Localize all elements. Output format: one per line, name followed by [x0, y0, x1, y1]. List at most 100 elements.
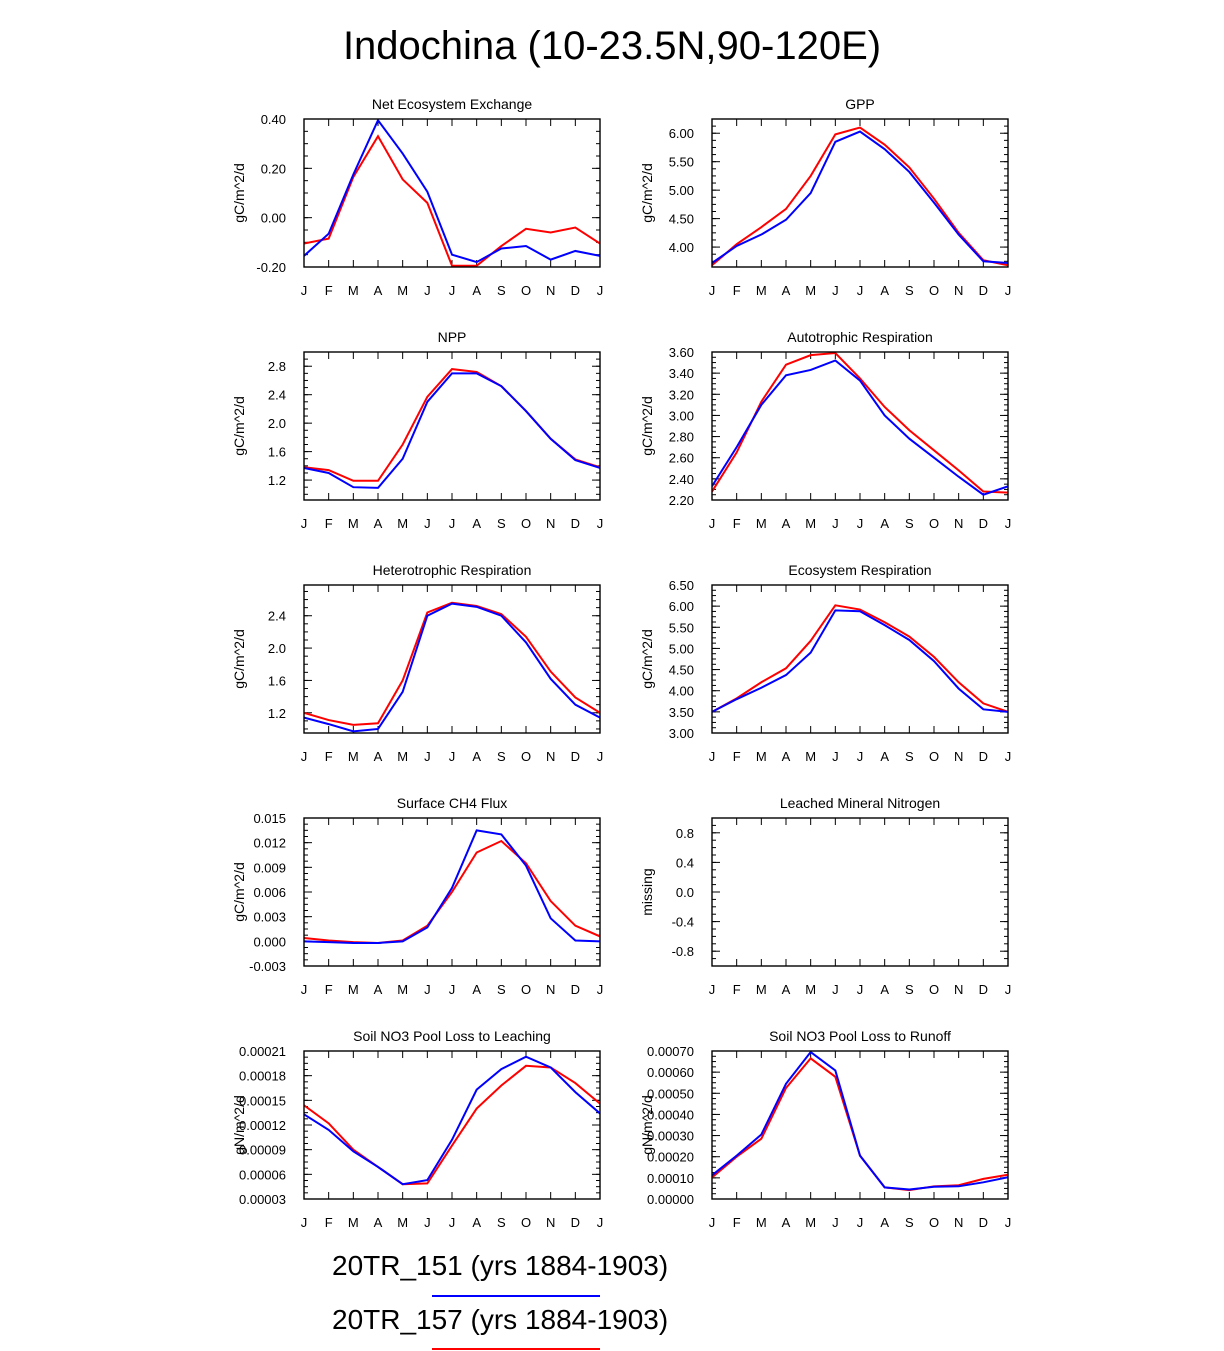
- y-tick-label: -0.8: [672, 944, 694, 959]
- x-tick-label: A: [880, 516, 889, 531]
- x-tick-label: D: [979, 1215, 988, 1230]
- x-tick-label: J: [832, 749, 839, 764]
- x-tick-label: D: [979, 516, 988, 531]
- y-tick-label: 4.00: [669, 240, 694, 255]
- chart-soil-no3-pool-loss-to-leaching: Soil NO3 Pool Loss to Leaching gN/m^2/d J F…: [231, 1028, 603, 1230]
- x-tick-label: J: [449, 516, 456, 531]
- x-tick-label: J: [301, 1215, 308, 1230]
- x-tick-label: D: [571, 283, 580, 298]
- x-tick-label: J: [301, 283, 308, 298]
- series-line-20tr-151-yrs-1884-1903: [304, 372, 600, 489]
- x-tick-label: D: [571, 1215, 580, 1230]
- x-tick-label: N: [546, 516, 555, 531]
- chart-title: Heterotrophic Respiration: [373, 562, 532, 578]
- x-tick-label: A: [472, 749, 481, 764]
- series-line-20tr-157-yrs-1884-1903: [304, 839, 600, 944]
- x-tick-label: M: [756, 1215, 767, 1230]
- x-tick-label: D: [979, 749, 988, 764]
- series-line-20tr-151-yrs-1884-1903: [712, 609, 1008, 713]
- x-tick-label: O: [521, 982, 531, 997]
- x-tick-label: J: [597, 982, 604, 997]
- y-tick-label: 0.009: [253, 860, 286, 875]
- y-tick-label: 0.00040: [647, 1107, 694, 1122]
- y-axis-label: gC/m^2/d: [231, 396, 247, 455]
- y-tick-label: 0.00006: [239, 1167, 286, 1182]
- y-tick-label: 0.003: [253, 910, 286, 925]
- x-tick-label: S: [497, 516, 506, 531]
- x-tick-label: J: [832, 283, 839, 298]
- y-tick-label: 2.4: [268, 609, 286, 624]
- x-tick-label: A: [472, 982, 481, 997]
- x-tick-label: J: [1005, 1215, 1012, 1230]
- y-tick-label: 2.0: [268, 641, 286, 656]
- chart-title: Surface CH4 Flux: [397, 795, 507, 811]
- x-tick-label: J: [857, 516, 864, 531]
- series-line-20tr-157-yrs-1884-1903: [712, 352, 1008, 494]
- x-tick-label: N: [546, 982, 555, 997]
- x-tick-label: M: [397, 516, 408, 531]
- series-line-20tr-151-yrs-1884-1903: [304, 1055, 600, 1186]
- y-tick-label: 3.00: [669, 726, 694, 741]
- y-axis-label: gN/m^2/d: [231, 1095, 247, 1154]
- x-tick-label: J: [449, 283, 456, 298]
- x-tick-label: J: [709, 283, 716, 298]
- y-tick-label: 0.0: [676, 885, 694, 900]
- series-line-20tr-157-yrs-1884-1903: [304, 134, 600, 267]
- y-tick-label: 0.006: [253, 885, 286, 900]
- chart-title: Soil NO3 Pool Loss to Runoff: [769, 1028, 951, 1044]
- x-tick-label: M: [805, 516, 816, 531]
- x-tick-label: A: [880, 283, 889, 298]
- chart-title: NPP: [438, 329, 467, 345]
- y-axis-label: missing: [639, 868, 655, 915]
- x-tick-label: M: [397, 982, 408, 997]
- x-tick-label: M: [805, 1215, 816, 1230]
- y-tick-label: 0.00018: [239, 1069, 286, 1084]
- x-tick-label: A: [782, 283, 791, 298]
- x-tick-label: J: [449, 1215, 456, 1230]
- x-tick-label: O: [929, 1215, 939, 1230]
- x-tick-label: O: [521, 516, 531, 531]
- y-tick-label: 4.50: [669, 663, 694, 678]
- x-tick-label: J: [424, 1215, 431, 1230]
- series-line-20tr-157-yrs-1884-1903: [304, 368, 600, 482]
- series-line-20tr-157-yrs-1884-1903: [712, 1057, 1008, 1192]
- x-tick-label: N: [546, 283, 555, 298]
- x-tick-label: J: [1005, 283, 1012, 298]
- x-tick-label: A: [472, 1215, 481, 1230]
- y-tick-label: 0.00070: [647, 1044, 694, 1059]
- x-tick-label: N: [954, 283, 963, 298]
- x-tick-label: N: [954, 982, 963, 997]
- x-tick-label: J: [424, 283, 431, 298]
- x-tick-label: J: [424, 516, 431, 531]
- x-tick-label: J: [597, 749, 604, 764]
- y-tick-label: 5.00: [669, 183, 694, 198]
- y-axis-label: gC/m^2/d: [231, 629, 247, 688]
- x-tick-label: J: [597, 516, 604, 531]
- x-tick-label: M: [348, 516, 359, 531]
- x-tick-label: F: [325, 1215, 333, 1230]
- y-tick-label: 0.00010: [647, 1171, 694, 1186]
- series-line-20tr-151-yrs-1884-1903: [712, 130, 1008, 265]
- x-tick-label: J: [857, 749, 864, 764]
- x-tick-label: O: [521, 1215, 531, 1230]
- x-tick-label: J: [1005, 982, 1012, 997]
- x-tick-label: F: [325, 516, 333, 531]
- y-tick-label: 1.2: [268, 706, 286, 721]
- x-tick-label: J: [424, 982, 431, 997]
- x-tick-label: A: [374, 982, 383, 997]
- y-axis-label: gN/m^2/d: [639, 1095, 655, 1154]
- plot-frame: [711, 118, 1009, 268]
- x-tick-label: F: [733, 749, 741, 764]
- x-tick-label: D: [571, 749, 580, 764]
- y-axis-label: gC/m^2/d: [639, 629, 655, 688]
- x-tick-label: S: [497, 982, 506, 997]
- x-tick-label: A: [472, 283, 481, 298]
- x-tick-label: A: [374, 1215, 383, 1230]
- x-tick-label: J: [857, 283, 864, 298]
- y-tick-label: 0.00021: [239, 1044, 286, 1059]
- y-tick-label: -0.4: [672, 915, 694, 930]
- y-tick-label: 5.50: [669, 620, 694, 635]
- x-tick-label: F: [733, 516, 741, 531]
- x-tick-label: M: [397, 283, 408, 298]
